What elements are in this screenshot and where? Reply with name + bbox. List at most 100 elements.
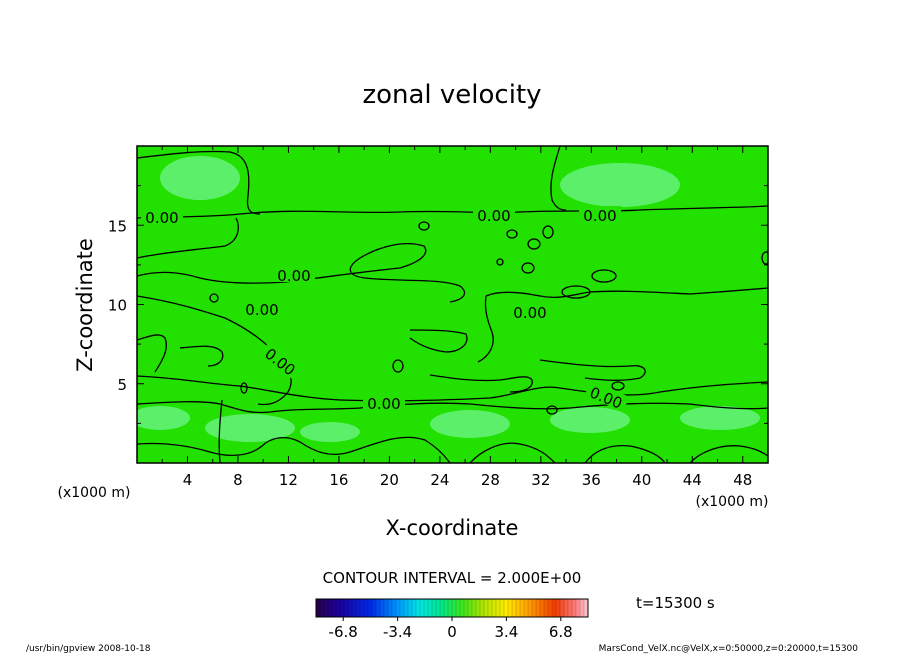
contour-line (137, 150, 261, 215)
colorbar-cell (336, 599, 341, 617)
colorbar-cell (352, 599, 357, 617)
colorbar-cell (404, 599, 409, 617)
colorbar-cell (548, 599, 553, 617)
colorbar-cell (504, 599, 509, 617)
colorbar-cell (396, 599, 401, 617)
x-tick-label: 4 (183, 471, 193, 489)
colorbar-cell (316, 599, 321, 617)
contour-line (137, 334, 167, 373)
colorbar-cell (572, 599, 577, 617)
colorbar-cell (480, 599, 485, 617)
colorbar-cell (456, 599, 461, 617)
x-tick-label: 8 (233, 471, 243, 489)
time-label: t=15300 s (636, 594, 715, 612)
colorbar-cell (320, 599, 325, 617)
y-tick-label: 10 (108, 297, 127, 315)
contour-line (137, 436, 451, 463)
colorbar-cell (384, 599, 389, 617)
colorbar-cell (508, 599, 513, 617)
colorbar: -6.8 -3.4 0 3.4 6.8 (315, 598, 589, 641)
contour-line (527, 238, 541, 250)
axis-ticks (137, 146, 768, 463)
footer-right: MarsCond_VelX.nc@VelX,x=0:50000,z=0:2000… (599, 644, 859, 654)
x-tick-label: 24 (430, 471, 449, 489)
footer-left: /usr/bin/gpview 2008-10-18 (26, 644, 151, 654)
colorbar-cell (388, 599, 393, 617)
colorbar-cell (468, 599, 473, 617)
contour-label-bg (509, 303, 551, 319)
colorbar-cell (492, 599, 497, 617)
colorbar-cell (584, 599, 589, 617)
colorbar-cell (428, 599, 433, 617)
colorbar-cell (516, 599, 521, 617)
x-tick-label: 16 (329, 471, 348, 489)
colorbar-cell (472, 599, 477, 617)
contour-label-text: 0.00 (513, 304, 546, 322)
contour-label-text: 0.00 (277, 267, 310, 285)
contour-line (542, 225, 554, 239)
colorbar-cell (332, 599, 337, 617)
contour-line (611, 381, 625, 391)
colorbar-cell (432, 599, 437, 617)
y-tick-label: 5 (117, 376, 127, 394)
highlight-patch (160, 156, 240, 200)
contour-line (137, 217, 239, 259)
contour-line (469, 442, 556, 463)
contour-line (218, 399, 223, 463)
colorbar-cell (464, 599, 469, 617)
contour-label-bg (141, 208, 183, 224)
contour-line (418, 221, 430, 231)
colorbar-tick-label: 6.8 (549, 623, 573, 641)
contour-line (689, 445, 768, 463)
x-tick-labels: 4 8 12 16 20 24 28 32 36 40 44 48 (183, 471, 753, 489)
colorbar-tick-label: 3.4 (494, 623, 518, 641)
contour-line (761, 251, 768, 265)
contour-label-bg (473, 206, 515, 222)
colorbar-cell (408, 599, 413, 617)
contour-line (584, 444, 666, 463)
contour-line (240, 382, 248, 394)
x-axis-unit-right: (x1000 m) (696, 494, 769, 510)
x-tick-label: 40 (632, 471, 651, 489)
contour-line (179, 345, 224, 367)
contour-line (506, 229, 518, 239)
colorbar-cell (436, 599, 441, 617)
contour-line (591, 269, 617, 283)
colorbar-cell (488, 599, 493, 617)
colorbar-cell (536, 599, 541, 617)
x-tick-label: 44 (683, 471, 702, 489)
x-tick-label: 28 (481, 471, 500, 489)
contour-label-bg (259, 341, 303, 380)
highlight-patch (430, 410, 510, 438)
contour-label-text: 0.00 (245, 301, 278, 319)
colorbar-cell (368, 599, 373, 617)
contour-line (137, 243, 466, 303)
colorbar-cell (324, 599, 329, 617)
colorbar-cell (420, 599, 425, 617)
highlight-patch (680, 406, 760, 430)
x-tick-label: 20 (380, 471, 399, 489)
x-axis-title: X-coordinate (386, 516, 519, 540)
contour-line (137, 205, 768, 219)
x-tick-label: 32 (531, 471, 550, 489)
colorbar-cell (356, 599, 361, 617)
colorbar-cell (568, 599, 573, 617)
colorbar-cell (340, 599, 345, 617)
contour-line (209, 293, 219, 303)
colorbar-cell (512, 599, 517, 617)
colorbar-cell (528, 599, 533, 617)
colorbar-cell (416, 599, 421, 617)
contour-line (539, 359, 646, 381)
colorbar-cell (452, 599, 457, 617)
contour-interval-label: CONTOUR INTERVAL = 2.000E+00 (323, 569, 582, 587)
y-tick-label: 15 (108, 217, 127, 235)
contour-label-text: 0.00 (367, 395, 400, 413)
colorbar-cell (424, 599, 429, 617)
colorbar-gradient (315, 599, 589, 617)
contour-label-bg (363, 394, 405, 410)
highlight-patch (300, 422, 360, 442)
contour-line (137, 375, 768, 402)
contour-label-bg (241, 300, 283, 316)
colorbar-cell (372, 599, 377, 617)
colorbar-cell (484, 599, 489, 617)
